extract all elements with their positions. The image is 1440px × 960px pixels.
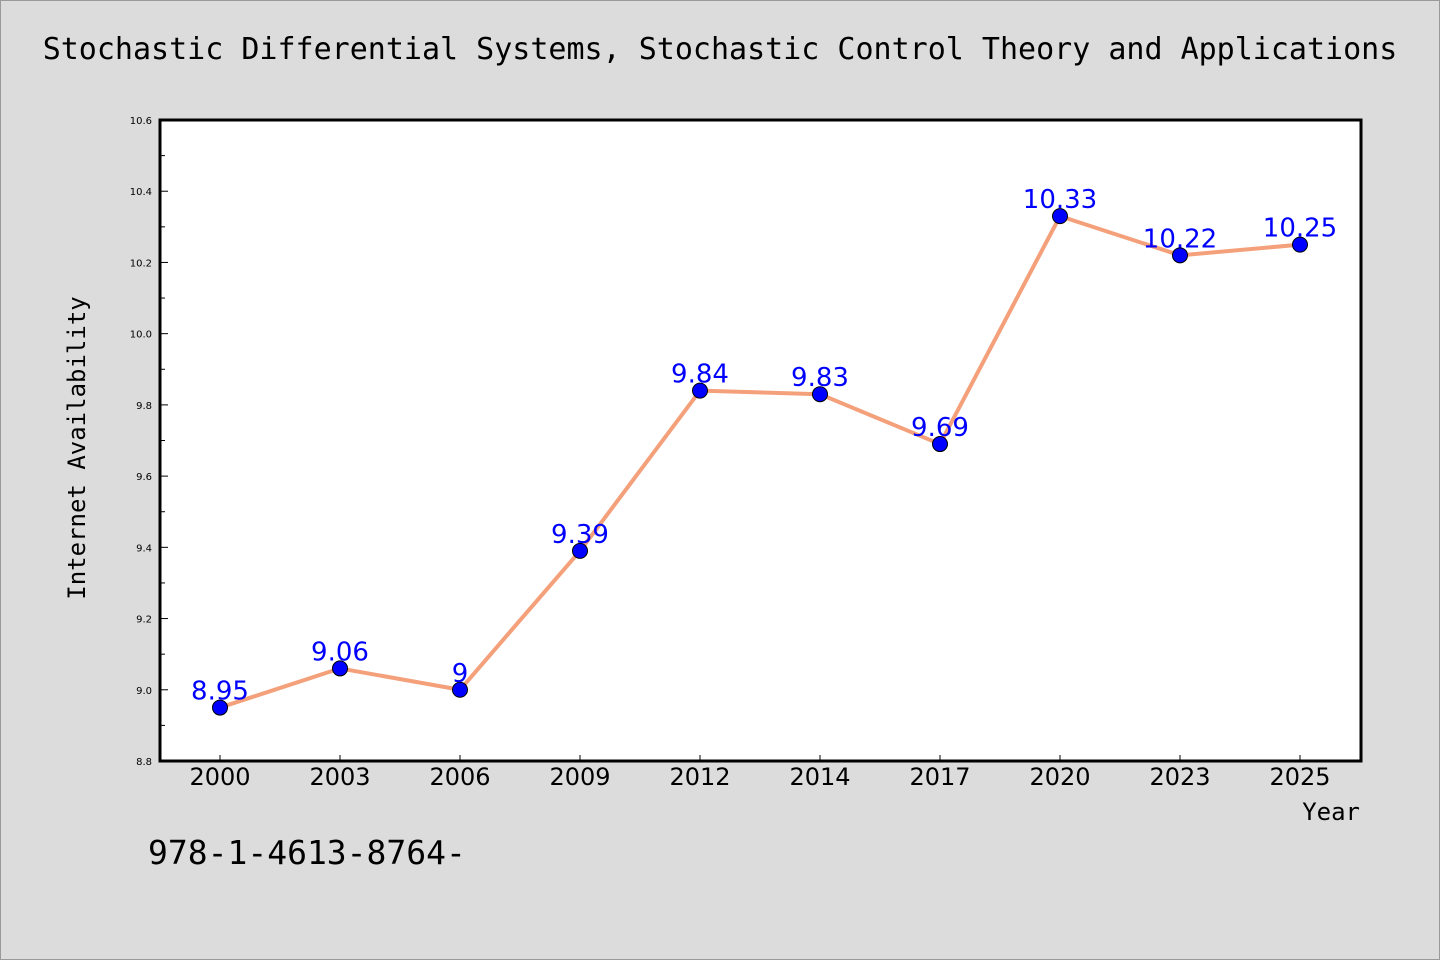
- data-point: [692, 382, 708, 399]
- series-group: 8.95 9.06 9 9.39 9.84 9.83 9.69 10.33 10.22 10.25: [191, 185, 1337, 716]
- x-tick-label: 2003: [309, 763, 370, 791]
- y-axis-label: Internet Availability: [63, 296, 91, 599]
- data-label: 9.39: [551, 520, 609, 550]
- data-label: 10.33: [1023, 185, 1097, 215]
- data-point: [1172, 247, 1188, 264]
- data-point: [812, 386, 828, 403]
- data-label: 9.83: [791, 363, 849, 393]
- data-point: [212, 699, 228, 716]
- isbn-footnote: 978-1-4613-8764-: [148, 833, 466, 872]
- x-tick-label: 2009: [549, 763, 610, 791]
- data-label: 10.25: [1263, 214, 1337, 244]
- y-tick-label: 10.6: [130, 116, 152, 127]
- data-point: [932, 436, 948, 453]
- y-tick-label: 9.0: [136, 686, 152, 697]
- x-tick-label: 2006: [429, 763, 490, 791]
- x-tick-label: 2020: [1029, 763, 1090, 791]
- data-label: 9: [452, 659, 469, 689]
- data-label: 9.69: [911, 413, 969, 443]
- data-point: [452, 681, 468, 698]
- data-label: 10.22: [1143, 224, 1217, 254]
- y-tick-label: 10.2: [130, 258, 152, 269]
- x-axis-label: Year: [1302, 798, 1360, 826]
- chart-title: Stochastic Differential Systems, Stochas…: [42, 32, 1398, 67]
- x-tick-label: 2025: [1269, 763, 1330, 791]
- x-axis: 2000 2003 2006 2009 2012 2014 2017 2020 2023 2025: [189, 755, 1331, 791]
- y-tick-label: 8.8: [136, 757, 152, 768]
- data-label: 8.95: [191, 677, 249, 707]
- x-tick-label: 2017: [909, 763, 970, 791]
- x-tick-label: 2012: [669, 763, 730, 791]
- data-label: 9.84: [671, 360, 729, 390]
- data-point: [1292, 236, 1308, 253]
- y-tick-label: 10.0: [130, 330, 152, 341]
- data-label: 9.06: [311, 637, 369, 667]
- series-line: [219, 214, 1301, 710]
- data-point: [332, 660, 348, 677]
- y-tick-label: 9.8: [136, 401, 152, 412]
- y-tick-label: 9.4: [136, 543, 152, 554]
- x-tick-label: 2014: [789, 763, 850, 791]
- y-axis: 8.8 9.0 9.2 9.4 9.6 9.8 10.0 10.2 10.4 10.6: [130, 116, 168, 768]
- y-tick-label: 9.2: [136, 615, 152, 626]
- data-point: [1052, 208, 1068, 225]
- x-tick-label: 2023: [1149, 763, 1210, 791]
- y-tick-label: 10.4: [130, 187, 152, 198]
- x-tick-label: 2000: [189, 763, 250, 791]
- data-point: [572, 542, 588, 559]
- plot-area: [158, 118, 1363, 763]
- y-tick-label: 9.6: [136, 472, 152, 483]
